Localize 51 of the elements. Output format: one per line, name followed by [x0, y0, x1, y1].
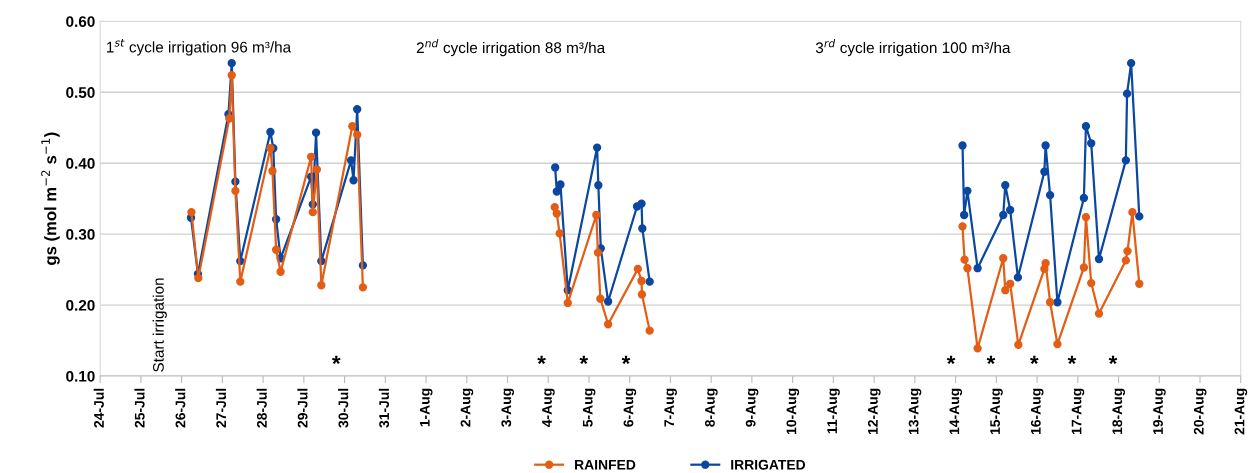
x-tick-label: 10-Aug	[786, 388, 800, 435]
x-tick-label: 24-Jul	[93, 388, 104, 428]
x-tick-label: 28-Jul	[256, 388, 267, 428]
x-tick-label: 27-Jul	[215, 388, 227, 428]
x-tick-label: 7-Aug	[664, 388, 677, 427]
x-tick-label: 26-Jul	[175, 388, 186, 428]
x-tick-label: 6-Aug	[623, 388, 637, 427]
annotation: *	[946, 355, 956, 365]
y-axis-title: gs (mol m$^{−2}$ s$^{−1}$)	[41, 132, 60, 265]
x-tick-label: 15-Aug	[990, 388, 1003, 435]
x-tick-label: 20-Aug	[1193, 388, 1207, 435]
x-tick-label: 1-Aug	[420, 388, 433, 427]
x-tick-label: 12-Aug	[867, 388, 881, 435]
x-tick-label: 2-Aug	[460, 388, 474, 427]
x-tick-label: 25-Jul	[134, 388, 145, 428]
x-tick-label: 17-Aug	[1071, 388, 1085, 435]
x-tick-label: 3-Aug	[501, 388, 514, 427]
annotation: *	[986, 355, 996, 365]
x-tick-label: 21-Aug	[1234, 388, 1248, 435]
annotation: *	[621, 355, 631, 365]
x-tick-label: 31-Jul	[378, 388, 390, 428]
x-tick-label: 30-Jul	[338, 388, 349, 428]
annotation: *	[1108, 355, 1118, 365]
x-tick-label: 5-Aug	[582, 388, 596, 427]
legend-label: RAINFED	[575, 459, 636, 470]
annotation: *	[579, 355, 589, 365]
x-tick-label: 18-Aug	[1112, 388, 1125, 435]
x-tick-label: 29-Jul	[297, 388, 308, 428]
annotation: 2$^{nd}$ cycle irrigation 88 m³/ha	[416, 39, 606, 57]
annotation: 3$^{rd}$ cycle irrigation 100 m³/ha	[815, 39, 1011, 57]
annotation: *	[1030, 355, 1039, 365]
y-tick-label: 0.20	[66, 299, 95, 311]
x-tick-label: 19-Aug	[1153, 388, 1166, 435]
annotation: 1$^{st}$ cycle irrigation 96 m³/ha	[107, 39, 292, 56]
y-tick-label: 0.10	[66, 370, 95, 382]
x-tick-label: 8-Aug	[705, 388, 718, 427]
x-tick-label: 13-Aug	[908, 388, 922, 435]
x-tick-label: 16-Aug	[1030, 388, 1044, 435]
annotation: Start irrigation	[152, 278, 167, 372]
x-tick-label: 11-Aug	[827, 388, 840, 434]
x-tick-label: 4-Aug	[542, 388, 555, 427]
y-tick-label: 0.60	[66, 16, 95, 27]
y-tick-label: 0.40	[66, 158, 95, 169]
annotation: *	[1067, 355, 1077, 365]
legend-label: IRRIGATED	[731, 459, 806, 470]
x-tick-label: 9-Aug	[745, 388, 759, 427]
x-tick-label: 14-Aug	[949, 388, 963, 435]
annotation: *	[537, 355, 546, 365]
y-tick-label: 0.50	[66, 87, 95, 98]
y-tick-label: 0.30	[66, 229, 95, 240]
annotation: *	[332, 355, 341, 365]
